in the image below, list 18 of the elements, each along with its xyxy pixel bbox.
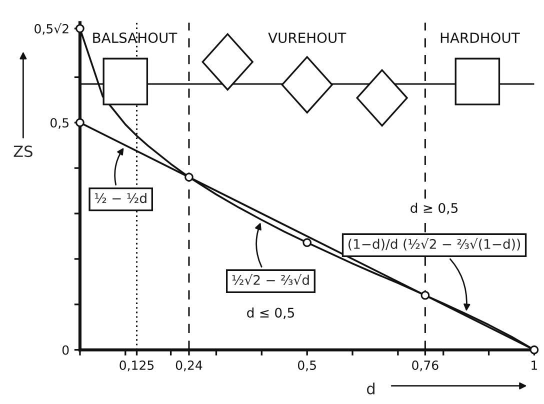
annotation: ½ − ½d [95,192,146,204]
y-tick-label: 0,5 [50,118,68,129]
annotation: (1−d)/d (½√2 − ⅔√(1−d)) [348,238,520,251]
annotation: BALSAHOUT [93,32,178,44]
annotation: HARDHOUT [440,32,520,44]
x-tick-label: 0,24 [176,360,202,372]
annotation: d ≤ 0,5 [247,307,294,320]
x-axis-title: d [366,382,374,394]
y-tick-label: 0,5√2 [34,23,68,35]
annotation: ½√2 − ⅔√d [232,274,309,286]
y-tick-label: 0 [62,345,69,355]
x-tick-label: 1 [532,360,538,370]
x-tick-label: 0,5 [298,360,316,372]
x-tick-label: 0,76 [412,360,438,372]
x-tick-label: 0,125 [120,360,154,372]
y-axis-title: ZS [14,146,32,158]
annotation: VUREHOUT [268,32,346,44]
annotation: d ≥ 0,5 [410,202,458,214]
